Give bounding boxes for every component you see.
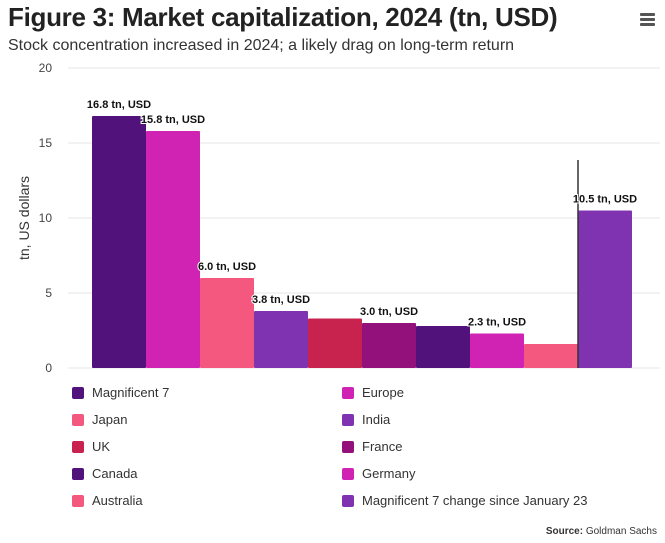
data-label: 6.0 tn, USD [198,261,256,273]
legend-label: France [362,439,403,454]
bar-australia[interactable] [524,344,578,368]
chart-title: Figure 3: Market capitalization, 2024 (t… [8,2,558,32]
legend-swatch [342,467,354,480]
legend-label: India [362,412,391,427]
legend-item[interactable]: Australia [72,493,143,508]
source-note: Source: Goldman Sachs [546,526,657,537]
bar-chart: 0 5 10 15 20 tn, US dollars 16.8 tn, USD 15.8… [16,61,660,375]
bar-uk[interactable] [308,318,362,369]
y-tick-label: 15 [39,136,53,150]
legend-item[interactable]: India [342,412,390,427]
legend-item[interactable]: Europe [342,385,404,400]
y-tick-label: 5 [45,286,52,300]
legend-label: Japan [92,412,128,427]
legend-swatch [342,413,354,426]
legend-item[interactable]: Japan [72,412,127,427]
bar-germany[interactable] [470,333,524,369]
legend-item[interactable]: Magnificent 7 [72,385,169,400]
data-label: 3.0 tn, USD [360,306,418,318]
legend-label: Germany [362,466,416,481]
y-tick-label: 0 [45,361,52,375]
legend-swatch [72,440,84,453]
bar-canada[interactable] [416,326,470,368]
data-label: 2.3 tn, USD [468,317,526,329]
source-text: Goldman Sachs [585,526,657,537]
legend-swatch [72,413,84,426]
y-tick-label: 10 [39,211,53,225]
data-label: 16.8 tn, USD [87,99,151,111]
legend-label: Europe [362,385,404,400]
bar-magnificent-7-change-since-january-23[interactable] [578,210,632,369]
legend-item[interactable]: France [342,439,402,454]
legend-label: UK [92,439,111,454]
data-label: 10.5 tn, USD [573,194,637,206]
data-label: 3.8 tn, USD [252,294,310,306]
source-prefix: Source: [545,526,584,537]
bar-japan[interactable] [200,278,254,368]
y-axis-ticks: 0 5 10 15 20 [39,61,53,375]
chart-subtitle: Stock concentration increased in 2024; a… [8,37,515,54]
data-label: 15.8 tn, USD [141,114,205,126]
data-labels: 16.8 tn, USD 15.8 tn, USD 6.0 tn, USD 3.8 t… [86,98,638,330]
legend-item[interactable]: Canada [72,466,138,481]
legend-item[interactable]: Germany [342,466,415,481]
legend-swatch [342,386,354,399]
legend-item[interactable]: Magnificent 7 change since January 23 [342,493,587,508]
legend-label: Canada [92,466,138,481]
bar-india[interactable] [254,311,308,368]
y-axis-label: tn, US dollars [16,176,32,260]
legend-item[interactable]: UK [72,439,110,454]
legend-swatch [342,494,354,507]
y-tick-label: 20 [39,61,53,75]
legend-label: Australia [92,493,143,508]
legend-swatch [72,386,84,399]
hamburger-menu-icon[interactable] [640,13,655,27]
legend-swatch [72,494,84,507]
legend-label: Magnificent 7 [92,385,170,400]
bar-magnificent-7[interactable] [92,116,146,368]
bars [92,116,632,368]
legend-label: Magnificent 7 change since January 23 [362,493,588,508]
legend-swatch [72,467,84,480]
legend-swatch [342,440,354,453]
bar-france[interactable] [362,323,416,368]
bar-europe[interactable] [146,131,200,368]
